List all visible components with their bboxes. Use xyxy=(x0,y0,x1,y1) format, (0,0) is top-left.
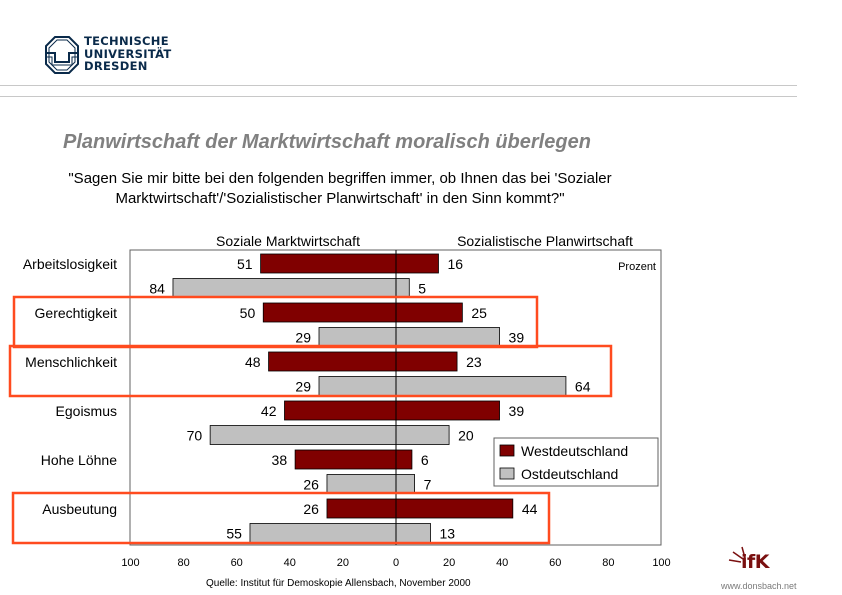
logo-text: TECHNISCHE UNIVERSITÄT DRESDEN xyxy=(84,35,172,73)
category-label: Ausbeutung xyxy=(42,501,117,517)
data-label-right: 44 xyxy=(522,501,538,517)
bar-east xyxy=(172,278,410,298)
category-label: Menschlichkeit xyxy=(25,354,117,370)
header-rule-top xyxy=(0,85,797,86)
category-label: Hohe Löhne xyxy=(41,452,118,468)
data-label-left: 29 xyxy=(295,379,311,395)
data-label-left: 84 xyxy=(149,281,165,297)
data-label-left: 48 xyxy=(245,354,261,370)
bar-west xyxy=(294,449,413,470)
data-label-right: 39 xyxy=(509,330,525,346)
legend-label-east: Ostdeutschland xyxy=(521,466,618,482)
data-label-left: 55 xyxy=(226,526,242,542)
ifk-wordmark: ifK xyxy=(741,551,770,573)
data-label-left: 51 xyxy=(237,256,253,272)
logo-line-3: DRESDEN xyxy=(84,59,148,73)
data-label-left: 70 xyxy=(187,428,203,444)
tu-dresden-logo: TECHNISCHE UNIVERSITÄT DRESDEN xyxy=(44,35,184,77)
legend-label-west: Westdeutschland xyxy=(521,443,628,459)
data-label-right: 6 xyxy=(421,452,429,468)
bar-east xyxy=(326,474,415,494)
data-label-right: 23 xyxy=(466,354,482,370)
unit-label: Prozent xyxy=(618,261,656,273)
bar-west xyxy=(268,351,458,372)
x-tick-label: 80 xyxy=(602,557,614,569)
legend-swatch-east xyxy=(499,467,515,480)
data-label-right: 25 xyxy=(471,305,487,321)
data-label-right: 13 xyxy=(440,526,456,542)
header-rule-bottom xyxy=(0,96,797,97)
bar-west xyxy=(284,400,500,421)
bar-east xyxy=(318,376,567,396)
x-tick-label: 40 xyxy=(496,557,508,569)
logo-line-1: TECHNISCHE xyxy=(84,34,169,48)
x-tick-label: 60 xyxy=(549,557,561,569)
survey-question: "Sagen Sie mir bitte bei den folgenden b… xyxy=(68,170,612,207)
ifk-url: www.donsbach.net xyxy=(721,581,797,591)
data-label-left: 26 xyxy=(303,477,319,493)
category-label: Gerechtigkeit xyxy=(35,305,118,321)
bar-west xyxy=(262,302,463,323)
data-label-left: 50 xyxy=(240,305,256,321)
legend-swatch-west xyxy=(499,444,515,457)
legend: Westdeutschland Ostdeutschland xyxy=(493,437,659,487)
category-label: Arbeitslosigkeit xyxy=(23,256,117,272)
x-tick-label: 20 xyxy=(337,557,349,569)
bar-east xyxy=(318,327,500,347)
source-note: Quelle: Institut für Demoskopie Allensba… xyxy=(206,578,471,589)
bar-east xyxy=(209,425,450,445)
ifk-logo: ifK xyxy=(728,546,798,586)
x-tick-label: 80 xyxy=(177,557,189,569)
bar-east xyxy=(249,523,431,543)
data-label-right: 5 xyxy=(418,281,426,297)
x-tick-label: 100 xyxy=(652,557,670,569)
x-tick-label: 40 xyxy=(284,557,296,569)
data-label-left: 29 xyxy=(295,330,311,346)
slide-title: Planwirtschaft der Marktwirtschaft moral… xyxy=(63,131,591,153)
data-label-left: 26 xyxy=(303,501,319,517)
x-tick-label: 100 xyxy=(121,557,139,569)
category-label: Egoismus xyxy=(56,403,117,419)
data-label-left: 38 xyxy=(272,452,288,468)
ifk-rays-icon xyxy=(728,546,746,563)
x-tick-label: 0 xyxy=(393,557,399,569)
right-column-header: Sozialistische Planwirtschaft xyxy=(457,233,633,249)
data-label-right: 7 xyxy=(424,477,432,493)
left-column-header: Soziale Marktwirtschaft xyxy=(216,233,360,249)
logo-line-2: UNIVERSITÄT xyxy=(84,46,172,61)
bar-west xyxy=(260,253,439,274)
data-label-right: 20 xyxy=(458,428,474,444)
x-tick-label: 60 xyxy=(231,557,243,569)
x-tick-label: 20 xyxy=(443,557,455,569)
bar-west xyxy=(326,498,514,519)
data-label-right: 64 xyxy=(575,379,591,395)
highlight-box-menschlichkeit xyxy=(8,344,613,398)
highlight-box-ausbeutung xyxy=(11,491,551,545)
data-label-right: 39 xyxy=(509,403,525,419)
data-label-left: 42 xyxy=(261,403,277,419)
legend-frame xyxy=(493,437,659,487)
tu-dresden-octagon-icon xyxy=(45,36,79,74)
data-label-right: 16 xyxy=(447,256,463,272)
